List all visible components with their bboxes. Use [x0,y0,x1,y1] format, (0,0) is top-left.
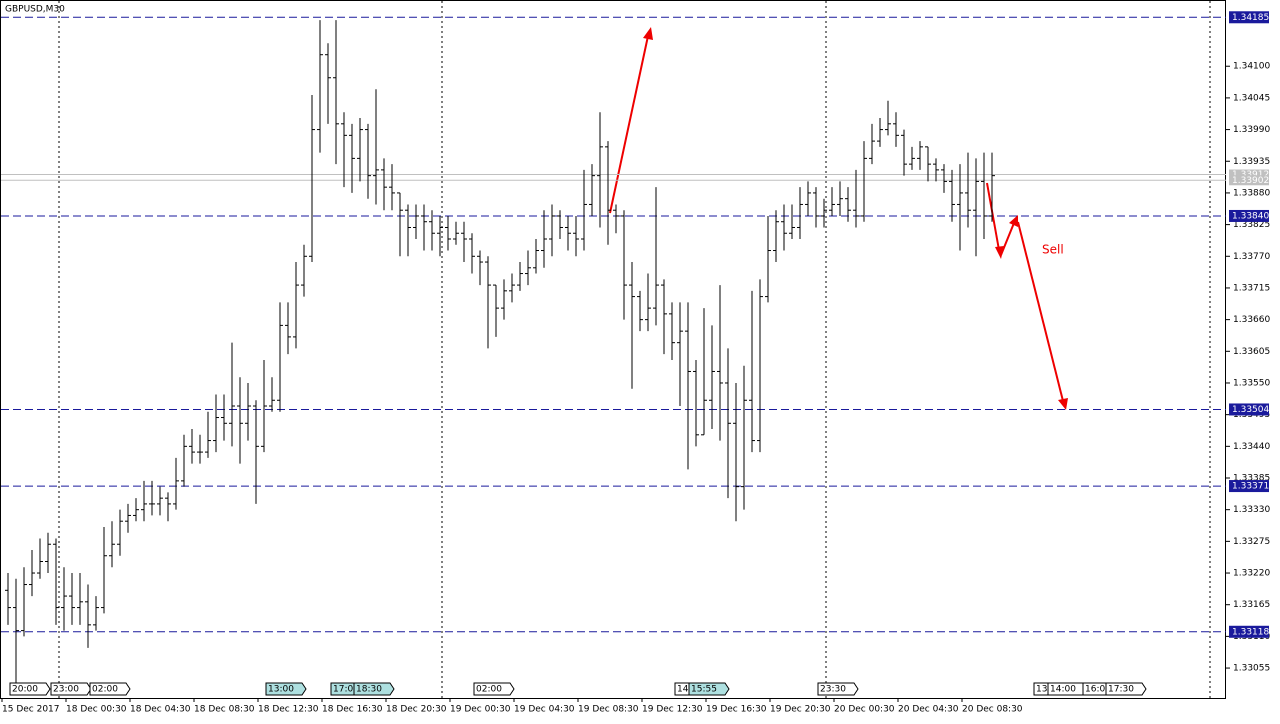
y-tick-label: 1.33770 [1233,252,1270,262]
x-tick-label: 19 Dec 20:30 [770,705,831,715]
level-label: 1.33504 [1232,405,1269,415]
y-tick-label: 1.33440 [1233,442,1270,452]
x-tick-label: 20 Dec 00:30 [834,705,895,715]
y-tick-label: 1.33275 [1233,537,1270,547]
x-tick-label: 18 Dec 00:30 [66,705,127,715]
event-tag [1105,682,1147,696]
chart-title: GBPUSD,M30 [5,5,65,15]
level-label: 1.33371 [1232,482,1269,492]
y-tick-label: 1.33220 [1233,569,1270,579]
arrow-head [1058,398,1068,410]
x-tick-label: 18 Dec 20:30 [386,705,447,715]
y-tick-label: 1.33880 [1233,188,1270,198]
arrow-down-long [1017,221,1064,402]
arrow-up [609,35,649,214]
x-tick-label: 15 Dec 2017 [2,705,60,715]
event-tag-label: 16:00 [1085,685,1111,695]
y-tick-label: 1.33165 [1233,600,1270,610]
event-tag [688,682,730,696]
event-tag-label: 02:00 [92,685,118,695]
event-tag-label: 14: [677,685,691,695]
plot-frame [0,0,1226,699]
event-tag [9,682,51,696]
y-tick-label: 1.33825 [1233,220,1270,230]
y-tick-label: 1.33330 [1233,505,1270,515]
y-tick-label: 1.33990 [1233,125,1270,135]
event-tag-label: 20:00 [12,685,38,695]
level-label-box [1229,11,1269,24]
level-label: 1.33118 [1232,627,1269,637]
level-label-box [1229,480,1269,493]
x-tick-label: 18 Dec 04:30 [130,705,191,715]
arrow-down [986,182,1000,251]
level-label: 1.33840 [1232,211,1269,221]
x-tick-label: 18 Dec 12:30 [258,705,319,715]
x-tick-label: 19 Dec 16:30 [706,705,767,715]
y-tick-label: 1.34045 [1233,93,1270,103]
level-label-box [1229,209,1269,222]
level-label-box [1229,403,1269,416]
arrows [609,27,1068,410]
x-tick-label: 20 Dec 04:30 [898,705,959,715]
event-tag-label: 17:00 [333,685,359,695]
y-tick-label: 1.33660 [1233,315,1270,325]
event-tag-label: 23:00 [53,685,79,695]
event-tag [473,682,515,696]
x-tick-label: 19 Dec 00:30 [450,705,511,715]
event-tag [353,682,395,696]
event-tag-label: 15:55 [691,685,717,695]
arrow-head [995,246,1004,259]
event-tag-label: 13:00 [268,685,294,695]
y-tick-label: 1.33715 [1233,283,1270,293]
event-tag-label: 18:30 [356,685,382,695]
x-tick-label: 18 Dec 16:30 [322,705,383,715]
y-tick-label: 1.33605 [1233,347,1270,357]
y-tick-label: 1.33055 [1233,664,1270,674]
x-tick-label: 20 Dec 08:30 [962,705,1023,715]
price-label-box [1229,175,1269,186]
arrow-head [1009,215,1018,227]
price-label-box [1229,169,1269,180]
y-tick-label: 1.33385 [1233,474,1270,484]
x-tick-label: 19 Dec 08:30 [578,705,639,715]
arrow-head [643,27,653,40]
y-tick-label: 1.33550 [1233,378,1270,388]
event-tag [265,682,307,696]
event-tag [50,682,92,696]
level-label: 1.34185 [1232,13,1269,23]
arrow-up-small [1000,222,1015,256]
sell-label: Sell [1042,243,1064,257]
event-tag-label: 23:30 [820,685,846,695]
event-tag-label: 02:00 [476,685,502,695]
day-separators [58,1,1211,698]
event-tag-label: 13: [1036,685,1050,695]
y-tick-label: 1.34100 [1233,62,1270,72]
event-tag-label: 14:00 [1050,685,1076,695]
x-tick-label: 19 Dec 12:30 [642,705,703,715]
event-tag-label: 17:30 [1108,685,1134,695]
x-tick-label: 18 Dec 08:30 [194,705,255,715]
price-label: 1.33902 [1232,176,1269,186]
level-label-box [1229,625,1269,638]
price-label: 1.33912 [1232,170,1269,180]
y-tick-label: 1.33935 [1233,157,1270,167]
event-tag [817,682,859,696]
x-tick-label: 19 Dec 04:30 [514,705,575,715]
event-tag [89,682,131,696]
